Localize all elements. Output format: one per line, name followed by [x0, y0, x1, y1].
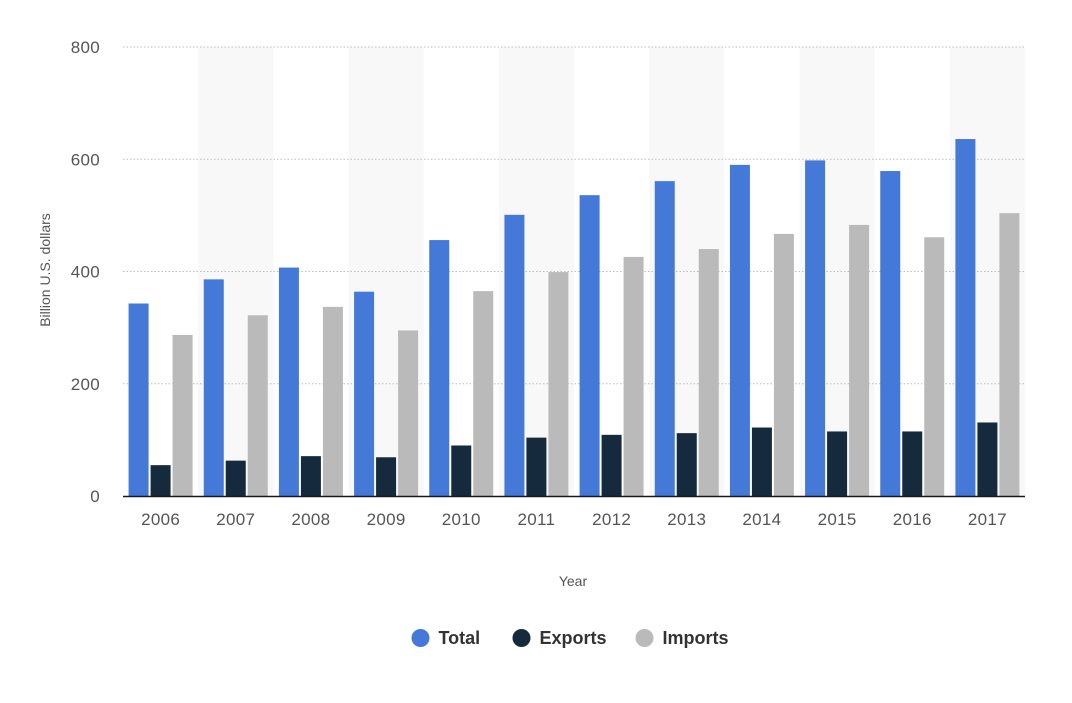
bar-total-2012[interactable] — [579, 195, 600, 497]
x-tick-label-2014: 2014 — [742, 510, 781, 529]
x-tick-label-2011: 2011 — [518, 510, 556, 529]
bar-imports-2009[interactable] — [398, 330, 419, 496]
y-tick-labels: 0 200 400 600 800 — [71, 38, 100, 506]
legend-marker-exports — [512, 629, 531, 647]
legend-item-imports[interactable]: Imports — [635, 628, 729, 648]
x-tick-label-2006: 2006 — [141, 510, 180, 529]
y-axis-title: Billion U.S. dollars — [37, 213, 53, 327]
bars — [128, 139, 1020, 497]
bar-exports-2006[interactable] — [150, 465, 171, 496]
y-tick-label-800: 800 — [71, 38, 100, 57]
x-tick-label-2013: 2013 — [667, 510, 706, 529]
legend-marker-total — [411, 629, 430, 647]
bar-imports-2011[interactable] — [548, 272, 569, 496]
bar-exports-2009[interactable] — [376, 457, 397, 496]
legend: Total Exports Imports — [411, 628, 729, 648]
bar-exports-2012[interactable] — [601, 434, 622, 496]
x-axis-title: Year — [559, 573, 588, 589]
bar-total-2010[interactable] — [429, 240, 450, 496]
bar-total-2014[interactable] — [729, 164, 750, 497]
bar-imports-2014[interactable] — [773, 233, 794, 497]
bar-exports-2008[interactable] — [300, 456, 321, 496]
bar-exports-2011[interactable] — [526, 437, 547, 496]
bar-imports-2016[interactable] — [924, 237, 945, 497]
bar-exports-2017[interactable] — [977, 422, 998, 496]
legend-label-total: Total — [439, 628, 481, 648]
x-tick-label-2015: 2015 — [818, 510, 857, 529]
bar-imports-2007[interactable] — [247, 315, 268, 496]
bar-imports-2006[interactable] — [172, 334, 193, 496]
bar-total-2006[interactable] — [128, 303, 149, 496]
x-tick-labels: 2006 2007 2008 2009 2010 2011 2012 2013 2014 2015… — [141, 510, 1007, 529]
bar-imports-2008[interactable] — [322, 306, 343, 496]
y-tick-label-400: 400 — [71, 263, 100, 282]
bar-total-2016[interactable] — [880, 171, 901, 496]
y-tick-label-200: 200 — [71, 375, 100, 394]
bar-exports-2016[interactable] — [902, 431, 923, 496]
bar-exports-2013[interactable] — [676, 433, 697, 496]
bar-imports-2012[interactable] — [623, 256, 644, 496]
bar-exports-2010[interactable] — [451, 445, 472, 496]
bar-total-2017[interactable] — [955, 139, 976, 497]
bar-exports-2007[interactable] — [225, 460, 246, 496]
bar-total-2007[interactable] — [203, 279, 224, 496]
y-tick-label-0: 0 — [90, 487, 100, 506]
x-tick-label-2008: 2008 — [291, 510, 330, 529]
y-tick-label-600: 600 — [71, 150, 100, 169]
x-tick-label-2007: 2007 — [216, 510, 255, 529]
legend-label-exports: Exports — [540, 628, 607, 648]
bar-exports-2014[interactable] — [751, 427, 772, 496]
bar-total-2011[interactable] — [504, 214, 525, 496]
bar-imports-2013[interactable] — [698, 249, 719, 496]
bar-imports-2015[interactable] — [849, 224, 870, 496]
legend-item-exports[interactable]: Exports — [512, 628, 607, 648]
bar-imports-2010[interactable] — [473, 291, 494, 496]
bar-total-2009[interactable] — [354, 291, 375, 496]
legend-marker-imports — [635, 629, 654, 647]
x-tick-label-2016: 2016 — [893, 510, 932, 529]
bar-exports-2015[interactable] — [827, 431, 848, 496]
x-tick-label-2012: 2012 — [592, 510, 631, 529]
bar-imports-2017[interactable] — [999, 213, 1020, 496]
bar-total-2013[interactable] — [654, 181, 675, 497]
x-tick-label-2010: 2010 — [442, 510, 481, 529]
x-tick-label-2017: 2017 — [968, 510, 1007, 529]
x-tick-label-2009: 2009 — [367, 510, 406, 529]
legend-label-imports: Imports — [663, 628, 729, 648]
bar-total-2008[interactable] — [278, 267, 299, 496]
bar-total-2015[interactable] — [805, 160, 826, 496]
legend-item-total[interactable]: Total — [411, 628, 481, 648]
